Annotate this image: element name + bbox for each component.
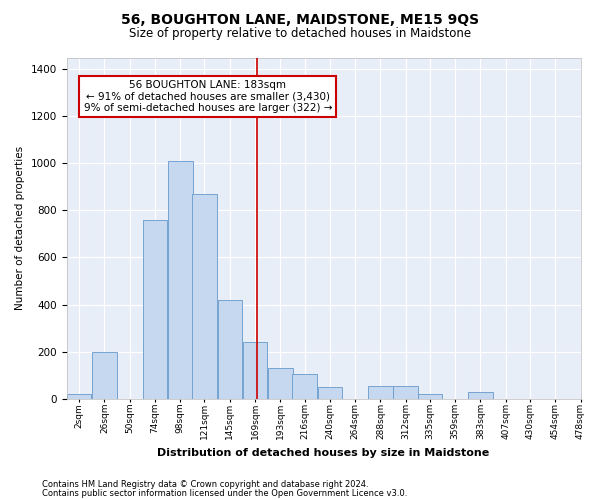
Text: 56, BOUGHTON LANE, MAIDSTONE, ME15 9QS: 56, BOUGHTON LANE, MAIDSTONE, ME15 9QS	[121, 12, 479, 26]
Bar	[143, 220, 167, 398]
Bar	[268, 368, 293, 398]
Text: Contains public sector information licensed under the Open Government Licence v3: Contains public sector information licen…	[42, 489, 407, 498]
Bar	[394, 386, 418, 398]
Bar	[317, 387, 342, 398]
Bar	[192, 194, 217, 398]
Bar	[468, 392, 493, 398]
Bar	[168, 161, 193, 398]
Bar	[418, 394, 442, 398]
Text: Contains HM Land Registry data © Crown copyright and database right 2024.: Contains HM Land Registry data © Crown c…	[42, 480, 368, 489]
Bar	[92, 352, 117, 399]
Bar	[368, 386, 392, 398]
Text: 56 BOUGHTON LANE: 183sqm
← 91% of detached houses are smaller (3,430)
9% of semi: 56 BOUGHTON LANE: 183sqm ← 91% of detach…	[83, 80, 332, 113]
Text: Size of property relative to detached houses in Maidstone: Size of property relative to detached ho…	[129, 28, 471, 40]
Bar	[292, 374, 317, 398]
Bar	[218, 300, 242, 398]
X-axis label: Distribution of detached houses by size in Maidstone: Distribution of detached houses by size …	[157, 448, 490, 458]
Bar	[67, 394, 91, 398]
Y-axis label: Number of detached properties: Number of detached properties	[15, 146, 25, 310]
Bar	[243, 342, 268, 398]
